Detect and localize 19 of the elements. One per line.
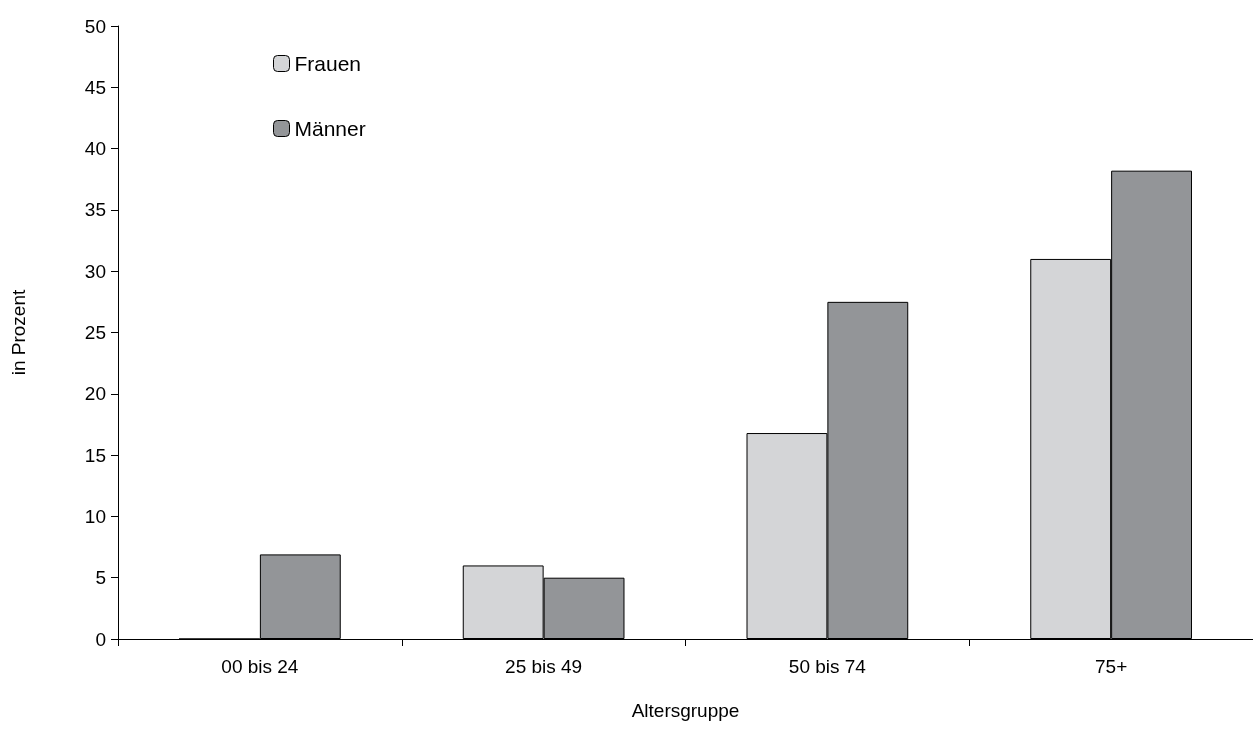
y-tick-label: 0 [95, 628, 106, 650]
x-tick-label: 50 bis 74 [788, 656, 867, 677]
x-axis-title: Altersgruppe [631, 700, 740, 721]
y-tick-label: 15 [84, 444, 106, 466]
y-tick-label: 45 [84, 76, 106, 98]
y-tick-label: 40 [84, 138, 106, 160]
y-tick-label: 20 [84, 383, 106, 405]
x-tick-label: 75+ [1095, 656, 1128, 677]
y-tick-label: 25 [84, 322, 106, 343]
legend-label: Männer [294, 117, 366, 140]
x-tick-label: 25 bis 49 [505, 656, 583, 677]
y-axis-title: in Prozent [8, 289, 29, 376]
legend-label: Frauen [294, 52, 362, 75]
y-tick-label: 5 [95, 567, 106, 589]
x-tick-label: 00 bis 24 [221, 656, 299, 677]
y-tick-label: 30 [84, 260, 106, 282]
y-tick-label: 10 [84, 505, 106, 527]
y-tick-label: 50 [84, 15, 106, 37]
y-tick-label: 35 [84, 199, 106, 221]
